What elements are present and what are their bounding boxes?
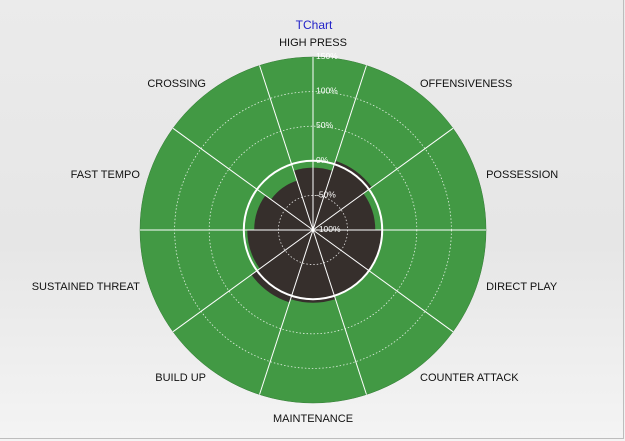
sector-line (312, 65, 367, 231)
category-label-maintenance: MAINTENANCE (273, 413, 353, 425)
sector-line (312, 229, 367, 395)
category-label-high-press: HIGH PRESS (279, 37, 347, 49)
radial-tick-label: 150% (316, 51, 338, 61)
series-wedge-direct-play (313, 230, 383, 271)
category-label-build-up: BUILD UP (155, 372, 206, 384)
series-wedge-maintenance (290, 230, 336, 303)
radial-tick-label: 50% (316, 120, 333, 130)
category-label-fast-tempo: FAST TEMPO (71, 169, 141, 181)
series-wedge-counter-attack (313, 230, 369, 296)
radial-tick-label: -100% (316, 224, 341, 234)
chart-title: TChart (296, 18, 333, 32)
radial-tick-label: -50% (316, 189, 336, 199)
category-labels: HIGH PRESS OFFENSIVENESS POSSESSION DIRECT … (32, 37, 559, 425)
category-label-crossing: CROSSING (147, 78, 206, 90)
category-label-direct-play: DIRECT PLAY (486, 281, 558, 293)
sector-line (259, 229, 314, 395)
series-wedge-build-up (251, 230, 313, 303)
category-label-offensiveness: OFFENSIVENESS (420, 78, 512, 90)
series-wedge-sustained-threat (247, 230, 313, 269)
radial-tick-label: 0% (316, 155, 329, 165)
sector-line (312, 127, 454, 231)
series-wedge-fast-tempo (254, 195, 313, 230)
sector-line (172, 127, 314, 231)
sector-line (312, 229, 454, 333)
radial-tick-label: 100% (316, 86, 338, 96)
series-wedge-crossing (271, 180, 313, 230)
series-wedge-possession (313, 193, 376, 230)
category-label-possession: POSSESSION (486, 169, 558, 181)
category-label-counter-attack: COUNTER ATTACK (420, 372, 519, 384)
category-label-sustained-threat: SUSTAINED THREAT (32, 281, 140, 293)
sector-line (259, 65, 314, 231)
sector-line (172, 229, 314, 333)
series-wedge-offensiveness (313, 160, 372, 230)
plot-area: 150% 100% 50% 0% -50% -100% (139, 51, 487, 404)
